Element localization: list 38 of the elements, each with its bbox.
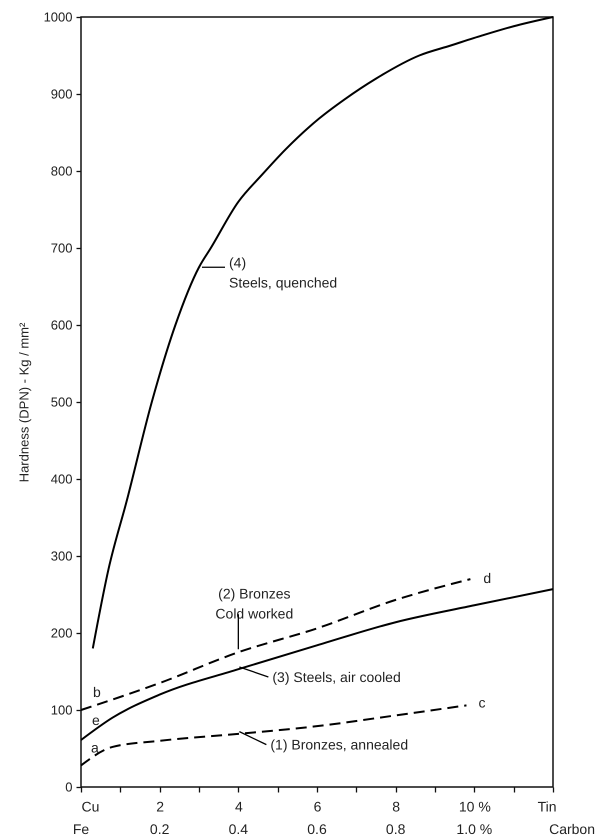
- x2-tick-label: 0.2: [150, 821, 170, 836]
- line-series: [92, 16, 554, 650]
- y-tick-label: 700: [50, 240, 72, 256]
- x-tick-label: Cu: [82, 798, 100, 814]
- x-tick-label: 8: [392, 798, 400, 814]
- x2-axis-title: Carbon: [549, 821, 595, 836]
- annotation: d: [483, 570, 492, 586]
- x2-tick-label: 0.6: [307, 821, 327, 836]
- annotation: (2) Bronzes Cold worked: [215, 585, 294, 622]
- y-tick-label: 900: [50, 86, 72, 102]
- y-tick-label: 800: [50, 164, 72, 178]
- y-tick-label: 100: [50, 702, 72, 718]
- y-tick-label: 400: [50, 472, 72, 486]
- annotation: b: [93, 684, 101, 700]
- annotation: c: [478, 694, 486, 710]
- x-tick-label: 10 %: [458, 798, 491, 814]
- x-tick-label: 2: [156, 798, 164, 814]
- y-tick-label: 500: [50, 394, 72, 410]
- y-tick-label: 1000: [44, 10, 72, 24]
- y-tick-label: 0: [65, 780, 72, 794]
- x-tick-label: 4: [234, 798, 243, 814]
- annotation: (1) Bronzes, annealed: [270, 736, 408, 753]
- x2-tick-label: Fe: [72, 821, 90, 836]
- y-tick-label: 300: [50, 548, 72, 564]
- y-tick-label: 600: [50, 318, 72, 332]
- annotation: a: [91, 739, 99, 756]
- annotation: e: [92, 712, 100, 728]
- x2-tick-label: 0.4: [228, 821, 248, 836]
- x2-tick-label: 1.0 %: [456, 821, 492, 836]
- x-axis-title: Tin: [538, 798, 556, 814]
- annotation: (4) Steels, quenched: [229, 254, 338, 290]
- y-tick-label: 200: [50, 626, 72, 640]
- annotation: (3) Steels, air cooled: [272, 668, 401, 685]
- line-series: [80, 704, 468, 766]
- line-series: [80, 578, 472, 711]
- x-tick-label: 6: [314, 798, 322, 814]
- y-axis-title: Hardness (DPN) - Kg / mm²: [16, 322, 32, 482]
- x2-tick-label: 0.8: [386, 821, 406, 836]
